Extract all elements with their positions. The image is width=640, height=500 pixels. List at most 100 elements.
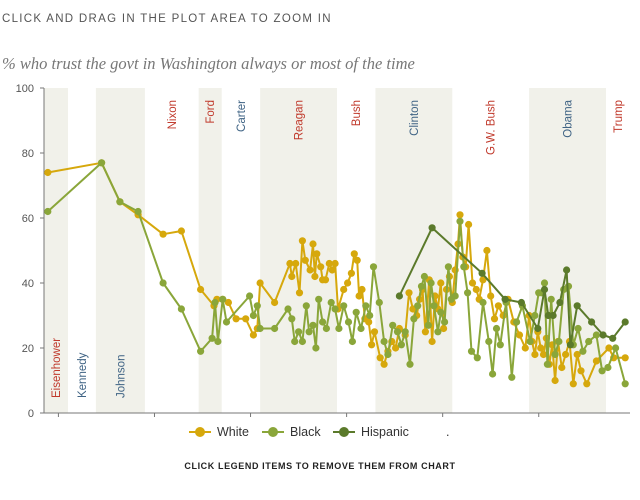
- data-point-black: [327, 298, 335, 307]
- data-point-black: [612, 344, 620, 352]
- data-point-white: [292, 259, 300, 268]
- data-point-black: [256, 324, 264, 333]
- legend-swatch-hispanic: [333, 426, 355, 438]
- data-point-black: [444, 263, 452, 271]
- term-band-johnson: [95, 88, 145, 413]
- data-point-white: [177, 227, 185, 235]
- term-band-obama: [529, 88, 606, 413]
- data-point-white: [605, 344, 613, 352]
- data-point-white: [592, 357, 601, 365]
- data-point-white: [224, 298, 232, 307]
- data-point-black: [451, 292, 459, 300]
- data-point-black: [331, 305, 339, 313]
- data-point-black: [401, 328, 409, 336]
- plot-area[interactable]: Eisenhower Kennedy Johnson Nixon Ford Carter R…: [0, 0, 640, 420]
- legend-swatch-white: [189, 426, 211, 438]
- data-point-white: [487, 292, 495, 300]
- president-label-obama: Obama: [563, 99, 575, 137]
- data-point-black: [467, 347, 476, 355]
- data-point-hispanic: [395, 292, 403, 300]
- data-point-black: [406, 360, 414, 368]
- president-label-johnson: Johnson: [115, 355, 127, 398]
- data-point-black: [305, 328, 313, 336]
- data-point-white: [271, 298, 279, 307]
- data-point-black: [410, 315, 418, 323]
- president-label-bush: Bush: [351, 100, 363, 126]
- data-point-black: [598, 367, 606, 375]
- data-point-black: [489, 370, 497, 378]
- data-point-white: [483, 246, 491, 255]
- data-point-black: [496, 341, 504, 349]
- data-point-black: [246, 292, 254, 300]
- data-point-white: [494, 302, 502, 310]
- legend-item-black[interactable]: Black: [262, 425, 321, 439]
- data-point-white: [286, 259, 294, 268]
- data-point-hispanic: [534, 324, 542, 333]
- data-point-black: [513, 318, 521, 326]
- data-point-black: [352, 308, 360, 316]
- data-point-hispanic: [478, 269, 486, 277]
- data-point-white: [331, 259, 339, 268]
- data-point-white: [321, 276, 330, 284]
- data-point-black: [389, 321, 397, 329]
- data-point-black: [219, 295, 227, 303]
- data-point-black: [208, 334, 216, 342]
- legend-label-black: Black: [290, 425, 321, 439]
- data-point-black: [621, 380, 629, 388]
- data-point-black: [427, 279, 435, 287]
- data-point-black: [344, 318, 353, 326]
- data-point-black: [464, 289, 472, 297]
- legend-item-white[interactable]: White: [189, 425, 249, 439]
- legend-label-white: White: [217, 425, 249, 439]
- data-point-hispanic: [428, 224, 436, 232]
- data-point-white: [392, 344, 400, 352]
- data-point-hispanic: [599, 331, 607, 339]
- president-label-clinton: Clinton: [409, 100, 421, 136]
- data-point-white: [159, 230, 167, 238]
- y-tick-label: 40: [22, 278, 34, 290]
- data-point-black: [531, 311, 539, 320]
- data-point-black: [295, 328, 303, 336]
- data-point-white: [317, 263, 325, 271]
- data-point-white: [370, 328, 379, 336]
- data-point-black: [430, 302, 438, 310]
- data-point-hispanic: [621, 318, 629, 326]
- data-point-black: [585, 337, 593, 346]
- data-point-white: [355, 292, 363, 300]
- data-point-white: [421, 328, 429, 336]
- data-point-black: [540, 279, 549, 287]
- legend-item-hispanic[interactable]: Hispanic: [333, 425, 409, 439]
- data-point-white: [440, 324, 448, 333]
- data-point-black: [298, 337, 306, 346]
- data-point-white: [358, 285, 366, 294]
- data-point-black: [485, 337, 493, 346]
- data-point-black: [555, 337, 563, 346]
- data-point-black: [197, 347, 205, 355]
- zoom-instruction: CLICK AND DRAG IN THE PLOT AREA TO ZOOM …: [2, 13, 332, 25]
- president-label-trump: Trump: [613, 100, 625, 133]
- data-point-white: [577, 367, 585, 375]
- data-point-hispanic: [588, 318, 596, 326]
- president-label-nixon: Nixon: [167, 100, 179, 129]
- data-point-black: [312, 344, 320, 352]
- chart-title: % who trust the govt in Washington alway…: [2, 54, 415, 73]
- data-point-black: [579, 347, 587, 355]
- data-point-black: [222, 318, 231, 326]
- data-point-white: [340, 285, 348, 294]
- data-point-white: [256, 279, 264, 287]
- data-point-black: [288, 315, 296, 323]
- data-point-hispanic: [517, 298, 526, 307]
- president-label-carter: Carter: [236, 100, 248, 132]
- data-point-black: [604, 363, 612, 372]
- data-point-black: [508, 373, 516, 381]
- data-point-hispanic: [573, 302, 581, 310]
- data-point-black: [159, 279, 167, 287]
- data-point-white: [347, 269, 355, 277]
- data-point-black: [434, 328, 442, 336]
- data-point-black: [473, 354, 481, 362]
- data-point-white: [472, 285, 480, 294]
- data-point-black: [315, 295, 323, 303]
- data-point-white: [437, 279, 445, 287]
- data-point-black: [291, 337, 299, 346]
- data-point-black: [384, 350, 392, 359]
